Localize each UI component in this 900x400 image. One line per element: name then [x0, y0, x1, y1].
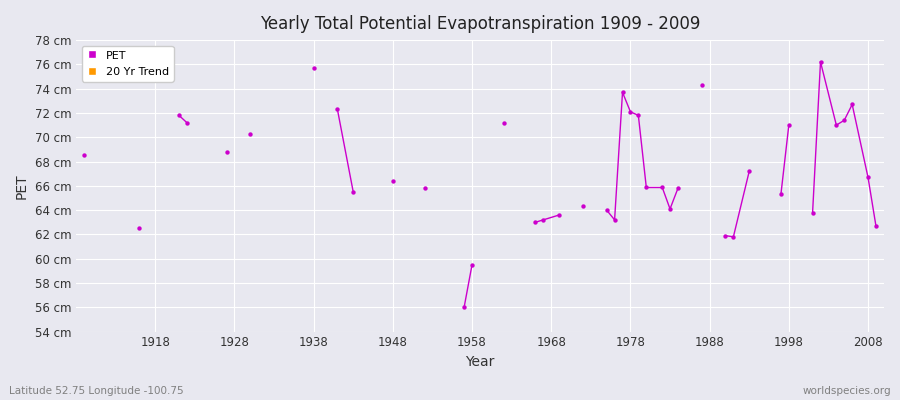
Point [346, 189, 360, 195]
Point [623, 108, 637, 115]
Point [220, 149, 234, 155]
Point [845, 101, 859, 108]
Point [464, 262, 479, 268]
Point [742, 168, 756, 174]
Point [814, 59, 828, 65]
Point [639, 184, 653, 190]
Point [655, 184, 670, 190]
Point [418, 185, 432, 192]
Point [829, 122, 843, 128]
Point [868, 223, 883, 229]
Point [837, 117, 851, 124]
Point [631, 112, 645, 119]
Point [306, 65, 320, 71]
Point [385, 178, 400, 184]
Point [457, 304, 472, 310]
Point [670, 185, 685, 192]
Point [172, 112, 186, 119]
Y-axis label: PET: PET [15, 173, 29, 199]
Point [662, 206, 677, 212]
Title: Yearly Total Potential Evapotranspiration 1909 - 2009: Yearly Total Potential Evapotranspiratio… [260, 15, 700, 33]
Point [132, 225, 147, 232]
Point [695, 82, 709, 88]
Point [718, 232, 733, 239]
Point [608, 217, 622, 223]
Point [806, 209, 820, 216]
Point [180, 120, 194, 126]
Point [599, 207, 614, 213]
Point [726, 234, 741, 240]
X-axis label: Year: Year [465, 355, 495, 369]
Point [774, 191, 788, 198]
Legend: PET, 20 Yr Trend: PET, 20 Yr Trend [82, 46, 174, 82]
Point [497, 120, 511, 126]
Point [536, 217, 551, 223]
Point [781, 122, 796, 128]
Point [860, 174, 875, 180]
Point [576, 203, 590, 210]
Point [243, 130, 257, 137]
Point [76, 152, 91, 159]
Point [528, 219, 543, 226]
Text: Latitude 52.75 Longitude -100.75: Latitude 52.75 Longitude -100.75 [9, 386, 184, 396]
Text: worldspecies.org: worldspecies.org [803, 386, 891, 396]
Point [330, 106, 345, 112]
Point [616, 89, 630, 96]
Point [552, 212, 566, 218]
